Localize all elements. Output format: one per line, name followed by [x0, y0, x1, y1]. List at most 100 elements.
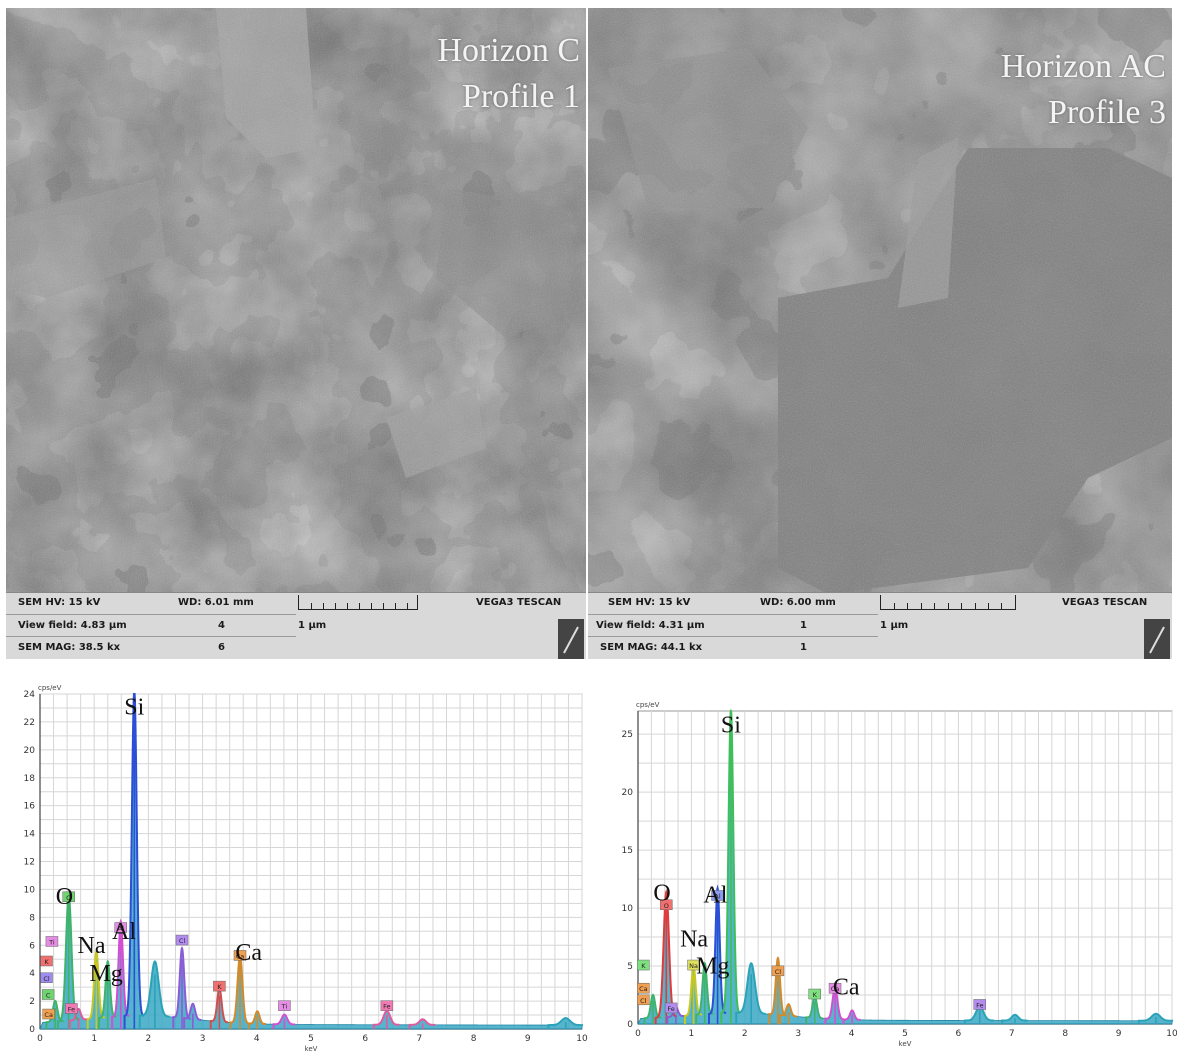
y-tick-label: 0 [29, 1025, 35, 1035]
x-tick-label: 7 [1009, 1029, 1015, 1039]
element-badge-label: Cl [43, 975, 50, 983]
x-tick-label: 5 [308, 1034, 314, 1044]
spectrum-plot: 0246810121416182022240 1 2 3 4 5 6 7 8 9 10cps/eVk… [4, 680, 594, 1053]
y-tick-label: 16 [24, 802, 36, 812]
working-distance: WD: 6.00 mm [760, 597, 836, 608]
y-tick-label: 14 [24, 830, 36, 840]
element-badge-label: Cl [775, 968, 782, 976]
spectrum-plot: 0 5 10 15 20 25 0 1 2 3 4 5 6 7 8 9 10 cps/eV keV O Al K Ca Cl F… [606, 695, 1177, 1053]
x-tick-label: 1 [689, 1029, 695, 1039]
y-tick-label: 8 [29, 913, 35, 923]
y-tick-label: 10 [24, 885, 36, 895]
element-label: Mg [89, 961, 122, 987]
x-tick-label: 7 [417, 1034, 423, 1044]
y-tick-label: 12 [24, 858, 35, 868]
scale-label: 1 µm [298, 620, 326, 631]
x-tick-label: 2 [742, 1029, 748, 1039]
x-tick-label: 2 [146, 1034, 152, 1044]
y-tick-label: 5 [627, 962, 633, 972]
x-tick-label: 9 [525, 1034, 531, 1044]
x-tick-label: 4 [849, 1029, 855, 1039]
element-badge-label: Ca [639, 985, 648, 993]
y-axis-label: cps/eV [636, 701, 660, 709]
element-badge-label: Fe [68, 1005, 75, 1013]
detector-value: 6 [218, 642, 225, 653]
element-label: O [56, 884, 73, 910]
sem-hv: SEM HV: 15 kV [608, 597, 690, 608]
element-badge-label: K [44, 958, 49, 966]
horizon-label: Horizon C Profile 1 [437, 28, 580, 120]
y-tick-label: 18 [24, 774, 36, 784]
scale-label: 1 µm [880, 620, 908, 631]
x-tick-label: 9 [1116, 1029, 1122, 1039]
y-tick-label: 20 [24, 746, 36, 756]
y-tick-label: 20 [622, 788, 634, 798]
y-tick-label: 10 [622, 904, 634, 914]
x-tick-label: 6 [362, 1034, 368, 1044]
sem-image-horizon-ac: Horizon AC Profile 3 SEM HV: 15 kV WD: 6… [588, 8, 1172, 659]
y-tick-label: 24 [24, 690, 36, 700]
x-tick-label: 1 [91, 1034, 97, 1044]
x-tick-label: 5 [902, 1029, 908, 1039]
element-label: Na [680, 927, 708, 953]
working-distance: WD: 6.01 mm [178, 597, 254, 608]
detector-value: 1 [800, 620, 807, 631]
x-axis-label: keV [305, 1045, 318, 1053]
element-badge-label: Fe [976, 1001, 983, 1009]
x-tick-label: 8 [471, 1034, 477, 1044]
x-tick-label: 0 [37, 1034, 43, 1044]
element-badge-label: K [217, 983, 222, 991]
x-tick-label: 4 [254, 1034, 260, 1044]
logo-icon [558, 619, 584, 659]
x-tick-label: 3 [200, 1034, 206, 1044]
element-badge-label: Fe [667, 1005, 674, 1013]
element-label: Si [124, 694, 144, 720]
y-tick-label: 25 [622, 730, 633, 740]
eds-spectrum-horizon-ac: 0 5 10 15 20 25 0 1 2 3 4 5 6 7 8 9 10 cps/eV keV O Al K Ca Cl F… [606, 695, 1177, 1053]
sem-mag: SEM MAG: 38.5 kx [18, 642, 120, 653]
y-tick-label: 15 [622, 846, 633, 856]
horizon-label: Horizon AC Profile 3 [1001, 44, 1166, 136]
element-badge-label: Ca [44, 1011, 53, 1019]
x-tick-label: 8 [1062, 1029, 1068, 1039]
sem-info-bar: SEM HV: 15 kV WD: 6.00 mm View field: 4.… [588, 592, 1172, 659]
element-badge-label: K [813, 991, 818, 999]
x-tick-label: 0 [635, 1029, 641, 1039]
element-label: Ca [235, 940, 262, 966]
scale-bar [298, 595, 418, 610]
y-tick-label: 22 [24, 718, 35, 728]
element-badge-label: C [46, 992, 51, 1000]
sem-image-horizon-c: Horizon C Profile 1 SEM HV: 15 kV WD: 6.… [6, 8, 586, 659]
element-badge-label: Cl [640, 997, 647, 1005]
y-tick-label: 0 [627, 1020, 633, 1030]
element-badge-label: Fe [383, 1003, 390, 1011]
element-badge-label: Ti [48, 938, 55, 946]
x-tick-label: 10 [1166, 1029, 1177, 1039]
sem-info-bar: SEM HV: 15 kV WD: 6.01 mm View field: 4.… [6, 592, 586, 659]
y-axis-label: cps/eV [38, 684, 62, 692]
detector-value: 1 [800, 642, 807, 653]
detector-value: 4 [218, 620, 225, 631]
element-label: Ca [833, 974, 860, 1000]
brand-label: VEGA3 TESCAN [476, 597, 561, 608]
logo-icon [1144, 619, 1170, 659]
element-label: Si [721, 712, 741, 738]
y-tick-label: 6 [29, 941, 35, 951]
sem-mag: SEM MAG: 44.1 kx [600, 642, 702, 653]
x-tick-label: 6 [956, 1029, 962, 1039]
x-tick-label: 10 [576, 1034, 588, 1044]
x-tick-label: 3 [795, 1029, 801, 1039]
view-field: View field: 4.83 µm [18, 620, 127, 631]
element-badge-label: Cl [179, 937, 186, 945]
element-label: Al [703, 883, 727, 909]
view-field: View field: 4.31 µm [596, 620, 705, 631]
element-badge-label: Ti [281, 1003, 288, 1011]
element-badge-label: K [641, 962, 646, 970]
eds-spectrum-horizon-c: 0 2 4 6 8 10 12 14 16 18 20 22 24 0 1 2 3 4 5 6 7 8 9 10 cps/eV k… [4, 680, 594, 1053]
y-tick-label: 4 [29, 969, 35, 979]
y-tick-label: 2 [29, 997, 35, 1007]
element-label: Al [112, 919, 136, 945]
sem-hv: SEM HV: 15 kV [18, 597, 100, 608]
element-label: Mg [696, 953, 729, 979]
element-label: Na [77, 933, 105, 959]
